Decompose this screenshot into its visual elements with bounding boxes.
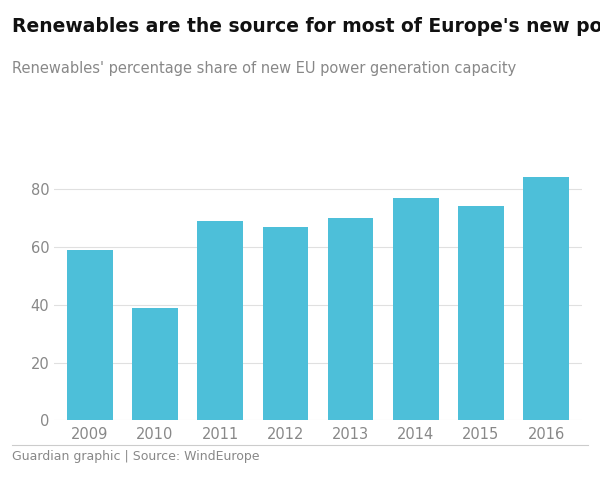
Bar bbox=[263, 226, 308, 420]
Text: Renewables are the source for most of Europe's new power: Renewables are the source for most of Eu… bbox=[12, 17, 600, 36]
Bar bbox=[393, 198, 439, 420]
Bar bbox=[67, 250, 113, 420]
Bar bbox=[132, 308, 178, 420]
Bar bbox=[328, 218, 373, 420]
Bar bbox=[458, 207, 504, 420]
Text: Guardian graphic | Source: WindEurope: Guardian graphic | Source: WindEurope bbox=[12, 450, 260, 463]
Bar bbox=[523, 177, 569, 420]
Text: Renewables' percentage share of new EU power generation capacity: Renewables' percentage share of new EU p… bbox=[12, 61, 516, 76]
Bar bbox=[197, 221, 243, 420]
